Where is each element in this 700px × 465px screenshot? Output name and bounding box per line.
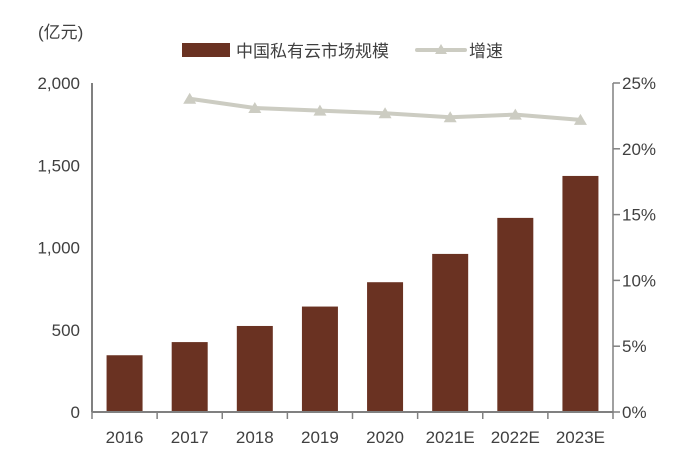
bar-2023E — [562, 175, 599, 412]
left-axis-tick-label: 0 — [71, 403, 80, 422]
line-series-swatch — [415, 43, 467, 57]
right-axis-tick-label: 20% — [622, 140, 656, 159]
growth-marker-2023E — [573, 113, 587, 125]
legend-item-growth: 增速 — [415, 37, 503, 62]
growth-marker-2020 — [378, 107, 392, 119]
bar-2018 — [236, 325, 273, 412]
growth-marker-2019 — [313, 104, 327, 116]
right-axis-tick-label: 5% — [622, 337, 647, 356]
x-axis-label-2017: 2017 — [171, 428, 209, 447]
bar-2020 — [367, 282, 404, 412]
legend: 中国私有云市场规模 增速 — [182, 37, 503, 62]
bar-2017 — [171, 342, 208, 412]
growth-marker-2017 — [183, 92, 197, 104]
left-axis-unit-label: (亿元) — [38, 23, 84, 42]
x-axis-label-2018: 2018 — [236, 428, 274, 447]
right-axis-tick-label: 10% — [622, 271, 656, 290]
right-axis-tick-label: 15% — [622, 206, 656, 225]
right-axis-tick-label: 0% — [622, 403, 647, 422]
left-axis-tick-label: 1,000 — [37, 239, 80, 258]
triangle-marker-icon — [435, 43, 447, 54]
bar-2016 — [106, 355, 143, 412]
x-axis-label-2022E: 2022E — [491, 428, 540, 447]
bar-2021E — [432, 253, 469, 412]
growth-marker-2022E — [508, 108, 522, 120]
growth-marker-2018 — [248, 102, 262, 114]
left-axis-tick-label: 500 — [52, 321, 80, 340]
left-axis-tick-label: 2,000 — [37, 74, 80, 93]
x-axis-label-2023E: 2023E — [556, 428, 605, 447]
left-axis-tick-label: 1,500 — [37, 156, 80, 175]
right-axis-tick-label: 25% — [622, 74, 656, 93]
x-axis-label-2016: 2016 — [106, 428, 144, 447]
x-axis-label-2021E: 2021E — [426, 428, 475, 447]
legend-item-market-size: 中国私有云市场规模 — [182, 37, 389, 62]
x-axis-label-2019: 2019 — [301, 428, 339, 447]
bar-series-swatch — [182, 42, 230, 57]
bar-2022E — [497, 217, 534, 412]
growth-marker-2021E — [443, 111, 457, 123]
legend-label-market-size: 中国私有云市场规模 — [236, 42, 389, 61]
legend-label-growth: 增速 — [469, 42, 503, 61]
x-axis-label-2020: 2020 — [366, 428, 404, 447]
bar-2019 — [301, 306, 338, 412]
